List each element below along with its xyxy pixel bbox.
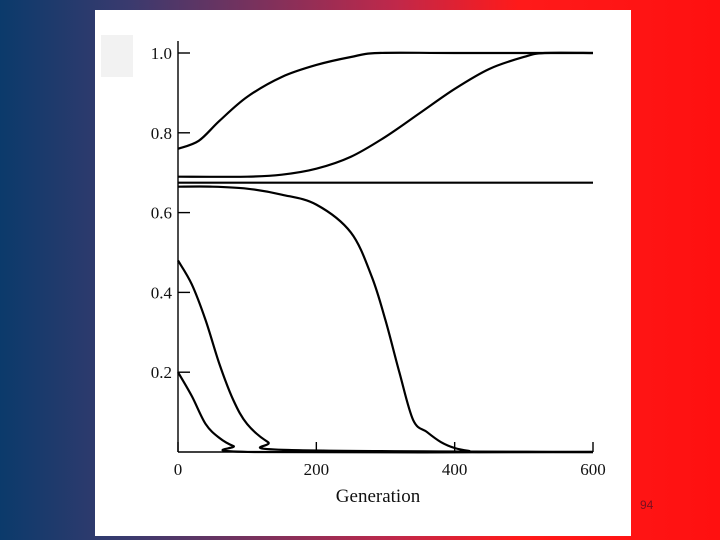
x-tick-label: 200 <box>304 460 330 479</box>
x-tick-label: 0 <box>174 460 183 479</box>
slide-panel <box>95 10 631 536</box>
y-tick-label: 0.4 <box>151 283 173 302</box>
series-lines <box>177 51 594 454</box>
y-tick-label: 0.2 <box>151 363 172 382</box>
x-tick-label: 400 <box>442 460 468 479</box>
y-tick-label: 0.6 <box>151 204 172 223</box>
y-tick-label: 0.8 <box>151 124 172 143</box>
x-tick-label: 600 <box>580 460 606 479</box>
tick-labels: 0.2 0.4 0.6 0.8 1.0 0 200 400 600 <box>151 44 606 479</box>
series-line-5 <box>177 259 594 454</box>
x-axis-title: Generation <box>336 486 421 507</box>
series-line-1 <box>177 51 593 150</box>
corner-placeholder <box>101 35 133 77</box>
series-line-6 <box>177 371 594 454</box>
series-line-2 <box>177 51 594 178</box>
y-tick-label: 1.0 <box>151 44 172 63</box>
series-line-4 <box>177 185 594 454</box>
slide-number: 94 <box>640 498 654 512</box>
